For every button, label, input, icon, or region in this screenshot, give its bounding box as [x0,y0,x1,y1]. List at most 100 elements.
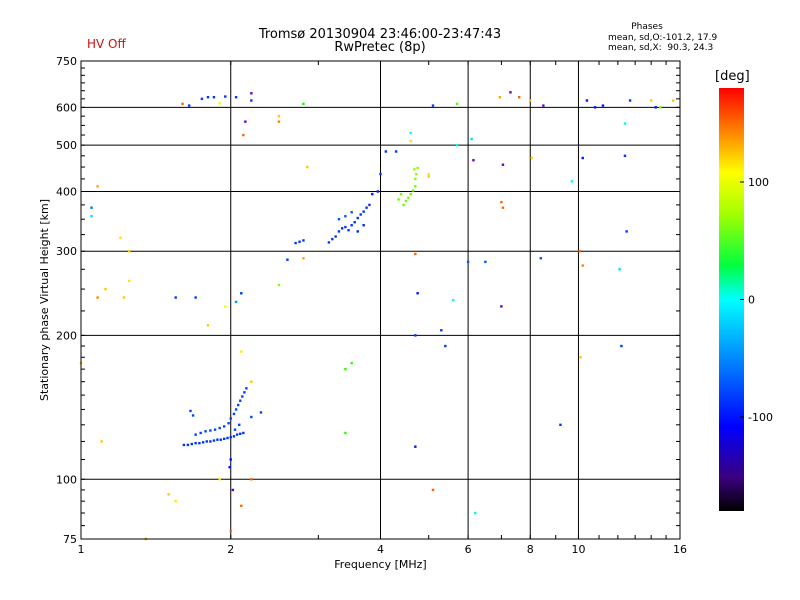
data-point [174,296,177,299]
hv-status-label: HV Off [87,37,126,51]
data-point [347,228,350,232]
data-point [128,279,131,283]
data-point [365,206,368,209]
colorbar-tick-label: 100 [748,176,769,189]
data-point [96,296,99,299]
data-point [302,239,305,242]
data-point [229,529,232,533]
data-point [542,104,545,107]
data-point [259,411,263,414]
data-point [455,102,459,106]
data-point [302,257,305,260]
data-point [500,305,503,308]
data-point [362,210,365,213]
y-tick-label: 300 [56,245,77,258]
data-point [368,203,371,207]
data-point [241,395,244,398]
data-point [199,431,202,435]
data-point [198,441,201,445]
data-point [286,258,289,261]
data-point [277,283,281,287]
data-point [601,104,605,107]
data-point [128,250,131,253]
data-point [181,102,184,106]
x-tick-label: 10 [571,543,585,556]
data-point [219,438,223,441]
data-point [194,433,197,436]
data-point [404,199,408,203]
data-point [356,216,359,220]
data-point [239,432,242,435]
data-point [250,415,253,419]
data-point [235,433,239,436]
data-point [509,91,512,94]
data-point [240,350,243,353]
data-point [294,241,297,245]
data-point [242,431,245,435]
data-point [530,156,533,160]
phases-o-stats: mean, sd,O:-101.2, 17.9 [608,33,718,43]
data-point [581,156,584,160]
data-point [232,412,236,416]
data-point [90,215,93,218]
x-tick-label: 16 [673,543,687,556]
data-point [353,221,356,224]
data-point [337,218,341,221]
data-point [186,443,190,447]
data-point [205,440,208,443]
data-point [194,296,197,299]
data-point [337,230,341,233]
colorbar-ticks: 100 0 -100 [740,176,773,424]
x-tick-label: 1 [78,543,85,556]
data-point [298,240,301,243]
data-point [625,230,628,233]
phases-x-stats: mean, sd,X: 90.3, 24.3 [608,43,714,53]
data-point [242,133,245,137]
data-point [416,166,419,170]
data-point [209,440,212,443]
data-point [250,99,253,102]
data-point [250,92,253,95]
data-point [233,428,237,431]
y-tick-label: 75 [63,533,77,546]
data-point [206,95,210,99]
data-point [415,172,418,176]
data-point [444,344,447,348]
data-point [501,206,505,209]
data-point [427,172,430,176]
data-point [344,225,347,229]
colorbar-tick-label: -100 [748,411,773,424]
data-point [187,104,191,107]
chart-subtitle: RwPretec (8p) [334,40,426,55]
x-tick-label: 6 [465,543,472,556]
data-point [224,305,227,308]
data-point [334,235,337,238]
data-point [344,431,347,435]
data-point [362,224,365,227]
data-points [79,91,675,541]
data-point [340,227,344,230]
data-point [539,257,542,260]
data-point [201,441,205,444]
x-tick-label: 2 [227,543,234,556]
data-point [559,423,562,427]
data-point [229,435,232,439]
data-point [244,120,247,123]
data-point [234,408,238,411]
data-point [409,139,412,143]
data-point [414,445,417,448]
data-point [100,440,103,443]
data-point [350,224,353,227]
data-point [416,292,419,295]
data-point [250,380,253,383]
data-point [466,260,470,264]
data-point [206,324,210,327]
data-point [231,488,235,492]
data-point [585,99,589,102]
data-point [379,172,382,176]
data-point [407,196,410,200]
y-tick-label: 200 [56,329,77,342]
data-point [473,511,477,515]
data-point [579,356,582,359]
data-point [190,442,193,446]
